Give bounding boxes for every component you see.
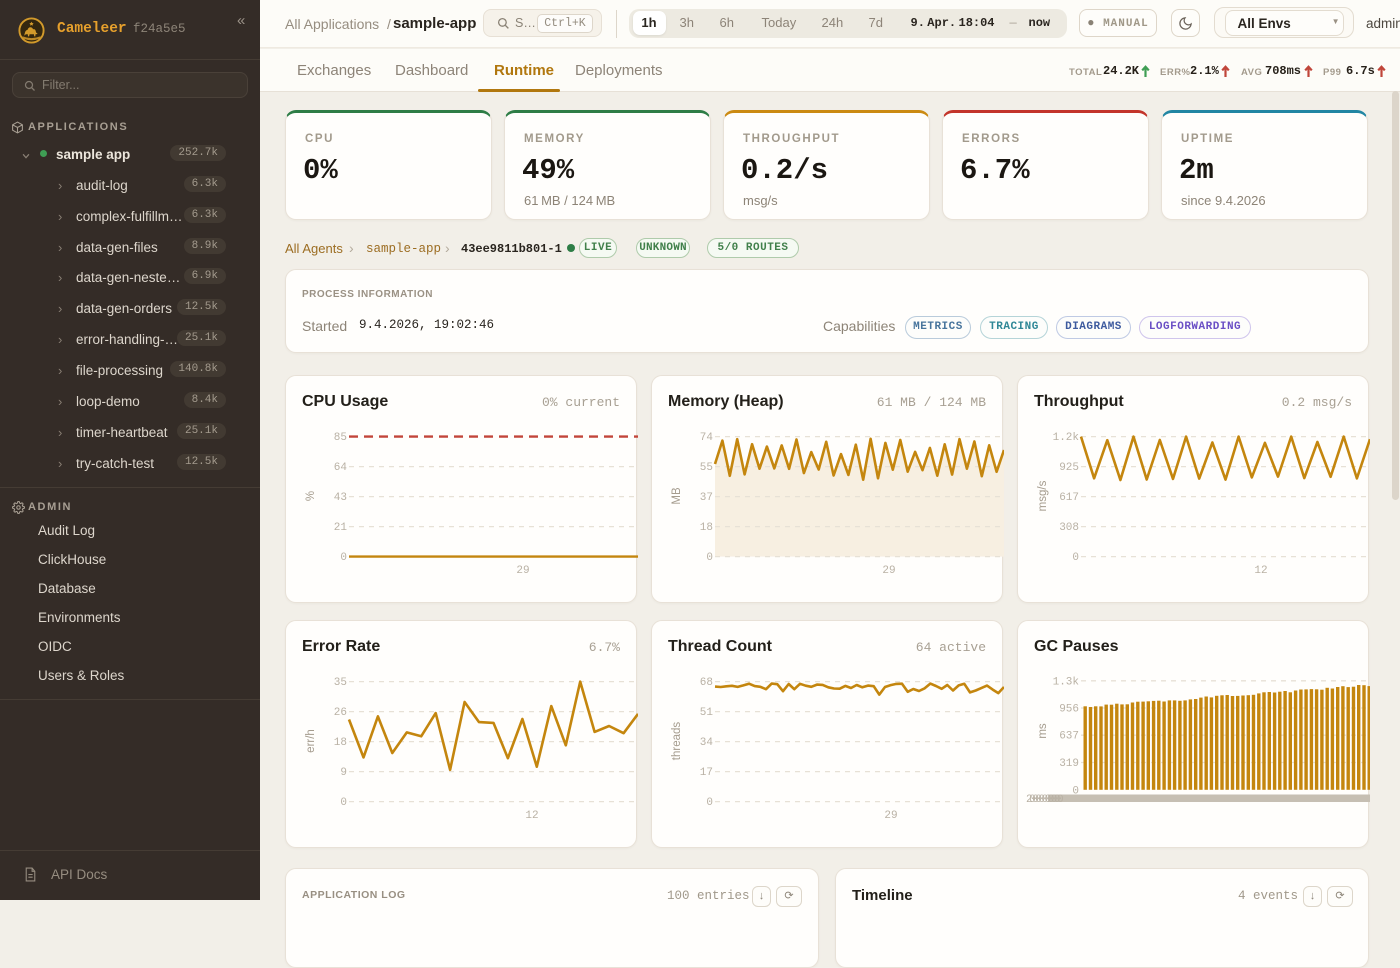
svg-text:956: 956	[1059, 704, 1079, 716]
svg-text:MB: MB	[671, 487, 683, 505]
svg-text:0: 0	[1072, 552, 1079, 564]
svg-text:12: 12	[1254, 565, 1267, 577]
svg-text:319: 319	[1059, 758, 1079, 770]
svg-text:msg/s: msg/s	[1037, 480, 1049, 511]
svg-text:29: 29	[884, 810, 897, 822]
svg-text:12: 12	[525, 810, 538, 822]
svg-text:51: 51	[700, 707, 714, 719]
svg-text:ms: ms	[1037, 723, 1049, 739]
svg-text:68: 68	[700, 677, 713, 689]
svg-text:0: 0	[706, 552, 713, 564]
svg-text:9: 9	[340, 767, 347, 779]
svg-text:18: 18	[700, 522, 713, 534]
svg-text:74: 74	[700, 432, 714, 444]
svg-text:0: 0	[1072, 785, 1079, 797]
svg-text:35: 35	[334, 677, 347, 689]
svg-text:617: 617	[1059, 492, 1079, 504]
svg-text:43: 43	[334, 492, 347, 504]
svg-text:0: 0	[706, 797, 713, 809]
svg-text:threads: threads	[671, 722, 683, 761]
svg-text:925: 925	[1059, 462, 1079, 474]
svg-text:37: 37	[700, 492, 713, 504]
svg-text:err/h: err/h	[305, 729, 317, 753]
svg-text:%: %	[305, 491, 317, 501]
svg-text:1.2k: 1.2k	[1053, 432, 1080, 444]
svg-text:1.3k: 1.3k	[1053, 676, 1080, 688]
svg-text:0: 0	[340, 552, 347, 564]
svg-text:20000000000: 20000000000	[1026, 794, 1063, 806]
svg-text:55: 55	[700, 462, 713, 474]
svg-text:637: 637	[1059, 731, 1079, 743]
svg-text:18: 18	[334, 737, 347, 749]
svg-text:17: 17	[700, 767, 713, 779]
svg-text:29: 29	[516, 565, 529, 577]
svg-text:64: 64	[334, 462, 348, 474]
svg-text:85: 85	[334, 432, 347, 444]
svg-text:21: 21	[334, 522, 348, 534]
svg-text:34: 34	[700, 737, 714, 749]
svg-text:308: 308	[1059, 522, 1079, 534]
svg-text:0: 0	[340, 797, 347, 809]
svg-text:26: 26	[334, 707, 347, 719]
svg-text:29: 29	[882, 565, 895, 577]
